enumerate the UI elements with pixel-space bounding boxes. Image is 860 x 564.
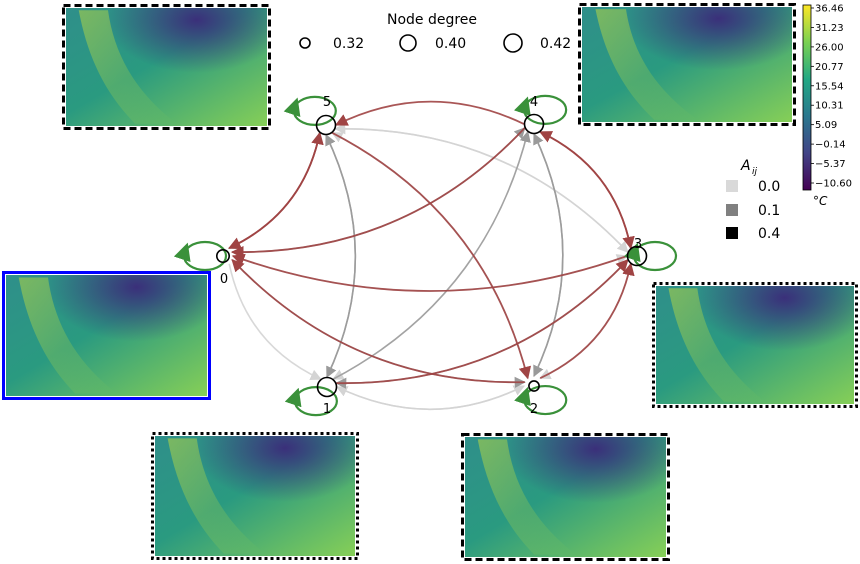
colorbar-tick-label: 36.46 (815, 4, 844, 15)
weight-legend-title: A (740, 158, 751, 174)
self-loop-arrow-5 (283, 97, 301, 118)
node-4 (523, 113, 545, 135)
edge-1-to-3 (336, 258, 629, 385)
self-loop-arrow-4 (514, 96, 531, 116)
self-loop-node-0 (182, 240, 228, 272)
degree-legend-label-1: 0.32 (333, 36, 364, 52)
edge-1-to-4 (332, 130, 531, 380)
map-node-3 (652, 282, 858, 408)
map-frame (62, 4, 271, 130)
node-5 (315, 114, 337, 136)
map-warm-coast (477, 439, 576, 555)
map-frame (652, 282, 858, 408)
edge-0-to-5 (228, 131, 324, 249)
colorbar-gradient (802, 4, 812, 191)
map-warm-coast (595, 9, 698, 120)
edge-5-to-3 (335, 128, 629, 253)
self-loop-arrow-1 (284, 387, 302, 408)
edge-4-to-5 (334, 100, 525, 126)
edge-4-to-1 (332, 131, 529, 380)
node-label-0: 0 (220, 272, 228, 287)
edge-4-to-0 (230, 127, 526, 259)
self-loop-arrow-3 (623, 242, 641, 263)
self-loop-arrow-2 (514, 386, 531, 407)
node-1 (316, 376, 338, 398)
map-warm-coast (668, 288, 766, 402)
graph-edges (228, 100, 635, 410)
edge-5-to-2 (331, 132, 532, 380)
edge-3-to-5 (334, 123, 629, 253)
node-label-4: 4 (530, 95, 538, 110)
edge-2-to-4 (533, 132, 564, 377)
map-warm-coast (18, 277, 117, 394)
edge-4-to-3 (539, 131, 635, 250)
edge-0-to-1 (228, 263, 322, 380)
colorbar-tick-label: 20.77 (815, 62, 844, 73)
edge-3-to-0 (231, 253, 628, 292)
degree-legend-marker-2 (399, 34, 417, 52)
weight-legend-label-3: 0.4 (758, 226, 780, 242)
degree-legend-label-2: 0.40 (435, 36, 466, 52)
node-degree-legend-title: Node degree (387, 12, 477, 28)
colorbar-tick-label: −5.37 (815, 159, 846, 170)
node-degree-legend: Node degree 0.32 0.40 0.42 (299, 12, 571, 53)
node-3 (626, 245, 648, 267)
adjacency-weight-legend: A ij 0.0 0.1 0.4 (726, 158, 780, 242)
temperature-colorbar: 36.46 31.23 26.00 20.77 15.54 10.31 5.09 −0.14 −… (802, 4, 852, 208)
node-label-2: 2 (530, 402, 538, 417)
colorbar-tick-label: 31.23 (815, 23, 844, 34)
edge-2-to-0 (231, 258, 525, 384)
map-frame (578, 3, 796, 126)
weight-legend-label-1: 0.0 (758, 179, 780, 195)
node-label-3: 3 (634, 237, 642, 252)
map-node-4 (578, 3, 796, 126)
edge-2-to-3 (539, 262, 635, 379)
self-loops (173, 94, 678, 417)
edge-5-to-0 (228, 132, 321, 249)
colorbar-unit: °C (813, 194, 828, 208)
colorbar-tick-label: 15.54 (815, 81, 844, 92)
weight-legend-label-2: 0.1 (758, 203, 780, 219)
node-0 (216, 249, 231, 264)
edge-5-to-1 (325, 134, 357, 379)
map-thumbnails (2, 3, 858, 561)
degree-legend-marker-3 (503, 33, 523, 53)
colorbar-tick-label: −0.14 (815, 140, 846, 151)
colorbar-ticks: 36.46 31.23 26.00 20.77 15.54 10.31 5.09 −0.14 −… (811, 4, 852, 190)
node-2 (528, 380, 540, 392)
edge-5-to-0 (228, 132, 321, 249)
map-node-5 (62, 4, 271, 130)
colorbar-tick-label: 10.31 (815, 101, 844, 112)
edge-0-to-2 (231, 259, 526, 388)
degree-legend-marker-1 (299, 37, 311, 49)
map-frame (461, 433, 670, 561)
edge-3-to-1 (335, 259, 629, 389)
map-warm-coast (78, 10, 177, 124)
colorbar-tick-label: 5.09 (815, 120, 837, 131)
graph-nodes: 0 1 2 3 4 5 (216, 95, 648, 417)
self-loop-arrow-0 (173, 242, 191, 263)
map-node-0 (2, 271, 211, 400)
edge-2-to-5 (331, 132, 529, 379)
node-label-5: 5 (323, 95, 331, 110)
map-node-1 (151, 432, 359, 560)
weight-legend-swatch-1 (726, 180, 738, 192)
edge-0-to-4 (232, 127, 526, 253)
weight-legend-title-subscript: ij (752, 167, 758, 177)
colorbar-tick-label: −10.60 (815, 179, 852, 190)
map-warm-coast (167, 438, 266, 554)
colorbar-tick-label: 26.00 (815, 42, 844, 53)
map-frame (2, 271, 211, 400)
map-frame (151, 432, 359, 560)
node-label-1: 1 (323, 402, 331, 417)
edge-2-to-1 (335, 385, 525, 410)
map-node-2 (461, 433, 670, 561)
weight-legend-swatch-3 (726, 227, 738, 239)
degree-legend-label-3: 0.42 (540, 36, 571, 52)
weight-legend-swatch-2 (726, 204, 738, 216)
